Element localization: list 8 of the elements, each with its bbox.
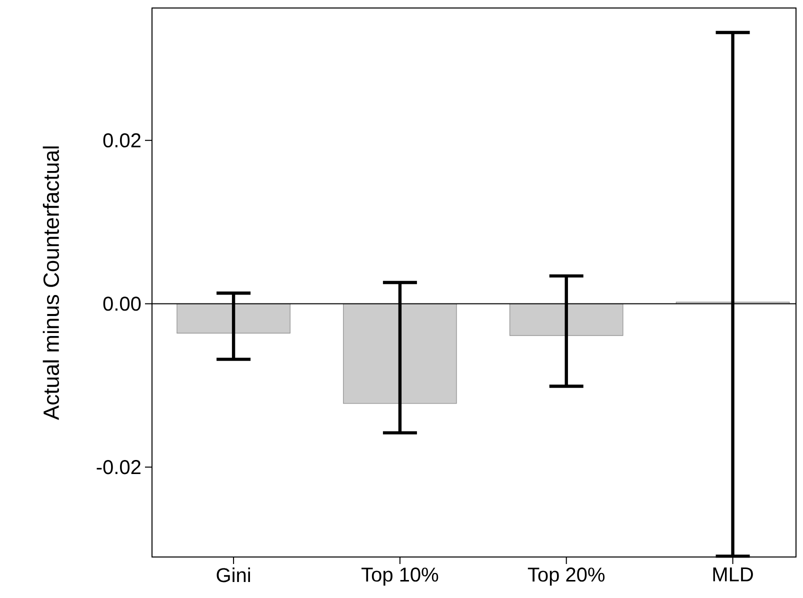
x-tick-label: Top 10% (361, 568, 438, 586)
y-axis-title: Actual minus Counterfactual (42, 146, 60, 420)
y-tick-label: 0.00 (103, 296, 141, 311)
y-tick-label: 0.02 (103, 133, 140, 148)
x-tick-label: MLD (713, 568, 753, 582)
x-tick-label: Top 20% (528, 568, 605, 586)
x-tick-label: Gini (216, 568, 250, 582)
y-tick-label: -0.02 (96, 460, 140, 474)
